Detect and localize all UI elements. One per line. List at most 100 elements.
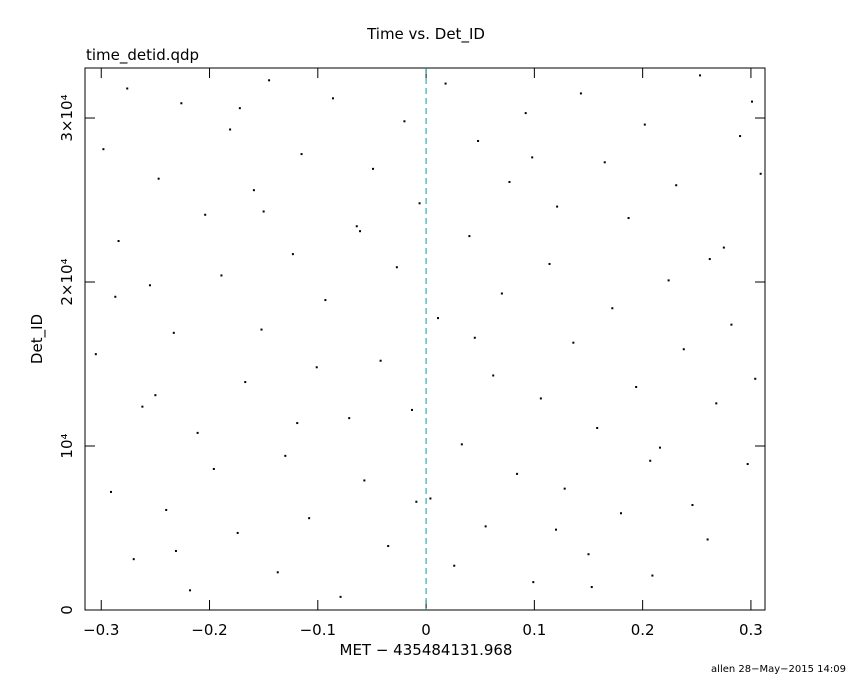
point	[268, 79, 271, 82]
x-tick-label: −0.3	[83, 621, 119, 639]
point	[109, 490, 112, 493]
point	[252, 189, 255, 192]
point	[548, 262, 551, 265]
point	[635, 385, 638, 388]
point	[348, 417, 351, 420]
point	[516, 472, 519, 475]
point	[262, 210, 265, 213]
point	[132, 558, 135, 561]
point	[395, 266, 398, 269]
point	[699, 74, 702, 77]
point	[308, 517, 311, 520]
point	[363, 479, 366, 482]
y-tick-label: 3×10⁴	[58, 94, 76, 141]
point	[539, 397, 542, 400]
point	[603, 161, 606, 164]
point	[339, 595, 342, 598]
point	[708, 258, 711, 261]
point	[114, 295, 117, 298]
point	[403, 120, 406, 123]
point	[315, 366, 318, 369]
point	[102, 148, 105, 151]
point	[276, 571, 279, 574]
y-tick-label: 0	[58, 605, 76, 615]
point	[627, 217, 630, 220]
point	[524, 112, 527, 115]
point	[587, 553, 590, 556]
point	[611, 307, 614, 310]
point	[730, 323, 733, 326]
plot-frame	[84, 67, 766, 611]
point	[746, 463, 749, 466]
point	[387, 545, 390, 548]
point	[324, 299, 327, 302]
point	[715, 402, 718, 405]
chart-subtitle: time_detid.qdp	[86, 46, 199, 65]
chart-title: Time vs. Det_ID	[366, 25, 485, 44]
point	[477, 139, 480, 142]
point	[117, 240, 120, 243]
point	[596, 426, 599, 429]
point	[148, 284, 151, 287]
point	[579, 92, 582, 95]
point	[667, 279, 670, 282]
point	[532, 581, 535, 584]
point	[754, 377, 757, 380]
point	[174, 549, 177, 552]
point	[468, 235, 471, 238]
point	[619, 512, 622, 515]
point	[739, 135, 742, 138]
y-tick-label: 10⁴	[58, 433, 76, 458]
point	[759, 172, 762, 175]
x-tick-label: 0.3	[739, 621, 763, 639]
point	[154, 394, 157, 397]
point	[141, 405, 144, 408]
x-tick-label: −0.1	[300, 621, 336, 639]
point	[492, 374, 495, 377]
point	[643, 123, 646, 126]
point	[453, 564, 456, 567]
point	[722, 246, 725, 249]
point	[651, 574, 654, 577]
point	[229, 128, 232, 131]
point	[238, 107, 241, 110]
point	[355, 225, 358, 228]
point	[300, 153, 303, 156]
point	[429, 497, 432, 500]
point	[196, 431, 199, 434]
point	[415, 500, 418, 503]
point	[220, 274, 223, 277]
point	[556, 205, 559, 208]
point	[284, 454, 287, 457]
point	[204, 213, 207, 216]
point	[706, 538, 709, 541]
point	[236, 531, 239, 534]
point	[691, 504, 694, 507]
point	[658, 446, 661, 449]
x-tick-label: 0.2	[631, 621, 655, 639]
point	[444, 82, 447, 85]
point	[675, 184, 678, 187]
point	[460, 443, 463, 446]
point	[296, 422, 299, 425]
x-axis-label: MET − 435484131.968	[340, 641, 513, 659]
footer: allen 28−May−2015 14:09	[711, 664, 846, 675]
point	[157, 177, 160, 180]
point	[572, 341, 575, 344]
point	[172, 331, 175, 334]
point	[590, 586, 593, 589]
point	[473, 336, 476, 339]
point	[291, 253, 294, 256]
x-tick-label: 0.1	[522, 621, 546, 639]
point	[555, 528, 558, 531]
point	[682, 348, 685, 351]
y-tick-label: 2×10⁴	[58, 258, 76, 305]
point	[94, 353, 97, 356]
point	[563, 487, 566, 490]
x-tick-label: 0	[421, 621, 431, 639]
point	[500, 292, 503, 295]
point	[411, 408, 414, 411]
point	[379, 359, 382, 362]
